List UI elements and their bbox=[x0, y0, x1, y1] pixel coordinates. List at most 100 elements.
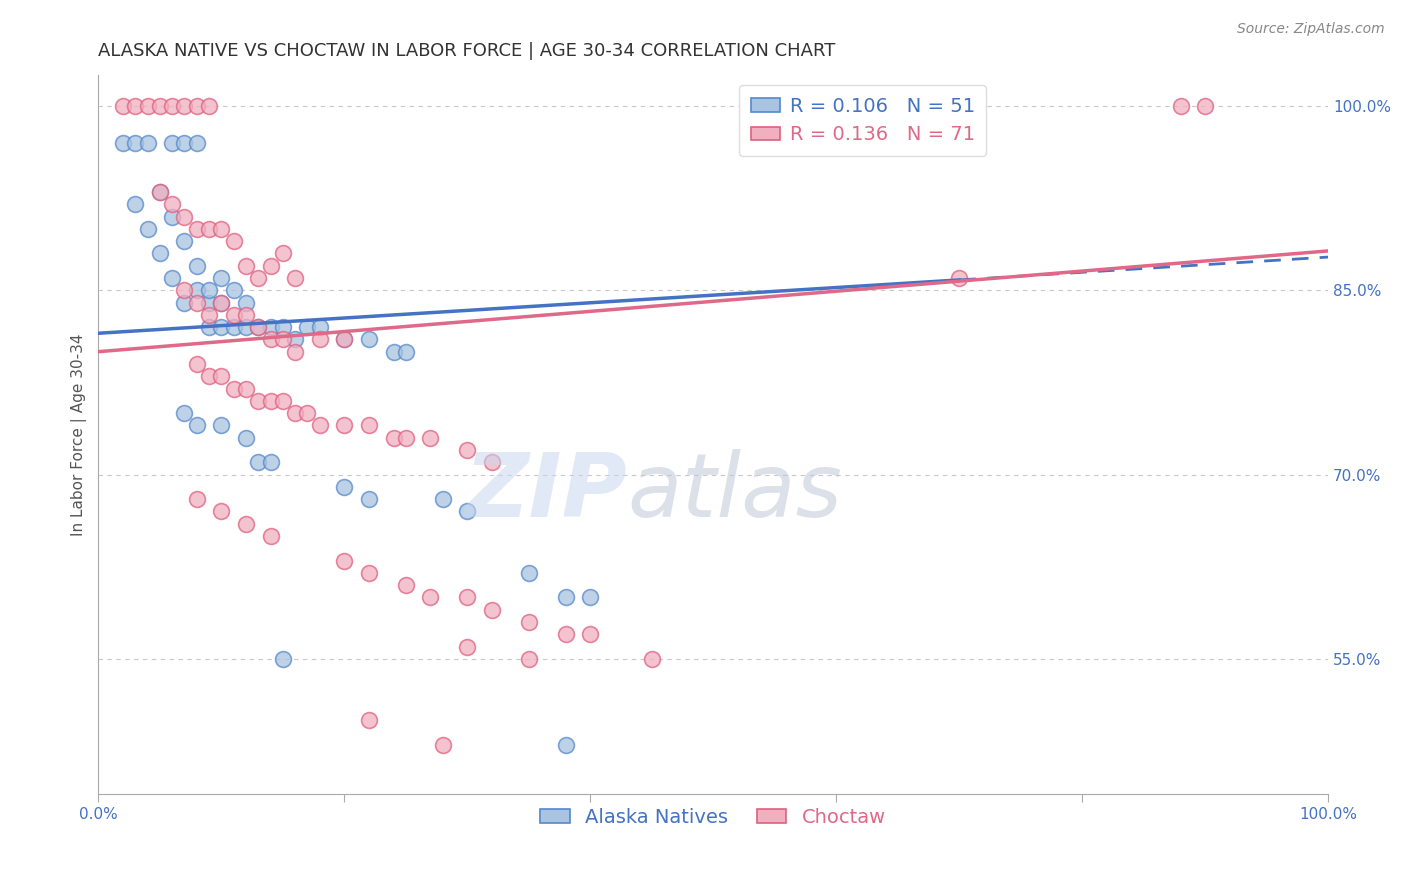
Point bbox=[357, 418, 380, 433]
Point bbox=[235, 320, 257, 334]
Point bbox=[419, 591, 441, 605]
Point bbox=[259, 332, 281, 346]
Point bbox=[395, 578, 418, 592]
Point bbox=[284, 344, 307, 359]
Point bbox=[247, 320, 270, 334]
Point bbox=[308, 332, 330, 346]
Point bbox=[124, 136, 146, 150]
Point bbox=[308, 320, 330, 334]
Point bbox=[209, 418, 232, 433]
Point bbox=[136, 136, 159, 150]
Point bbox=[111, 136, 134, 150]
Point bbox=[357, 714, 380, 728]
Point bbox=[173, 99, 195, 113]
Point bbox=[209, 504, 232, 518]
Point bbox=[186, 259, 208, 273]
Point bbox=[149, 185, 172, 199]
Point bbox=[222, 308, 245, 322]
Point bbox=[186, 99, 208, 113]
Point bbox=[173, 136, 195, 150]
Point bbox=[554, 627, 576, 641]
Point bbox=[160, 136, 183, 150]
Point bbox=[173, 406, 195, 420]
Point bbox=[481, 603, 503, 617]
Point bbox=[333, 553, 356, 567]
Point bbox=[247, 393, 270, 408]
Point bbox=[160, 271, 183, 285]
Point bbox=[395, 344, 418, 359]
Point bbox=[186, 283, 208, 297]
Point bbox=[136, 222, 159, 236]
Point bbox=[284, 406, 307, 420]
Point bbox=[554, 591, 576, 605]
Text: atlas: atlas bbox=[627, 450, 842, 535]
Point bbox=[209, 369, 232, 384]
Point bbox=[124, 99, 146, 113]
Point bbox=[186, 492, 208, 507]
Point bbox=[456, 504, 478, 518]
Point bbox=[357, 332, 380, 346]
Point bbox=[333, 418, 356, 433]
Point bbox=[198, 320, 221, 334]
Point bbox=[198, 369, 221, 384]
Point bbox=[198, 308, 221, 322]
Point bbox=[259, 259, 281, 273]
Legend: Alaska Natives, Choctaw: Alaska Natives, Choctaw bbox=[533, 800, 894, 835]
Point bbox=[579, 591, 602, 605]
Point bbox=[456, 442, 478, 457]
Point bbox=[284, 271, 307, 285]
Point bbox=[1194, 99, 1216, 113]
Point bbox=[456, 591, 478, 605]
Point bbox=[456, 640, 478, 654]
Point bbox=[419, 431, 441, 445]
Point bbox=[517, 566, 540, 580]
Point bbox=[235, 295, 257, 310]
Point bbox=[186, 357, 208, 371]
Point bbox=[517, 652, 540, 666]
Point bbox=[432, 492, 454, 507]
Point bbox=[198, 222, 221, 236]
Point bbox=[209, 320, 232, 334]
Point bbox=[432, 738, 454, 752]
Point bbox=[271, 652, 294, 666]
Point bbox=[382, 344, 405, 359]
Point bbox=[222, 320, 245, 334]
Point bbox=[271, 246, 294, 260]
Point bbox=[481, 455, 503, 469]
Point bbox=[222, 234, 245, 248]
Point bbox=[186, 418, 208, 433]
Point bbox=[308, 418, 330, 433]
Point bbox=[222, 382, 245, 396]
Point bbox=[160, 197, 183, 211]
Point bbox=[198, 295, 221, 310]
Point bbox=[235, 431, 257, 445]
Point bbox=[186, 222, 208, 236]
Point bbox=[209, 295, 232, 310]
Point bbox=[579, 627, 602, 641]
Point bbox=[948, 271, 970, 285]
Y-axis label: In Labor Force | Age 30-34: In Labor Force | Age 30-34 bbox=[72, 334, 87, 536]
Point bbox=[271, 393, 294, 408]
Text: ALASKA NATIVE VS CHOCTAW IN LABOR FORCE | AGE 30-34 CORRELATION CHART: ALASKA NATIVE VS CHOCTAW IN LABOR FORCE … bbox=[98, 42, 835, 60]
Point bbox=[357, 566, 380, 580]
Point bbox=[271, 332, 294, 346]
Point bbox=[641, 652, 664, 666]
Point bbox=[259, 529, 281, 543]
Point bbox=[297, 320, 319, 334]
Point bbox=[198, 99, 221, 113]
Text: ZIP: ZIP bbox=[464, 449, 627, 535]
Point bbox=[297, 406, 319, 420]
Point bbox=[186, 136, 208, 150]
Point bbox=[284, 332, 307, 346]
Point bbox=[395, 431, 418, 445]
Point bbox=[149, 185, 172, 199]
Point bbox=[173, 210, 195, 224]
Point bbox=[235, 516, 257, 531]
Point bbox=[357, 492, 380, 507]
Point bbox=[160, 210, 183, 224]
Point bbox=[222, 283, 245, 297]
Point bbox=[160, 99, 183, 113]
Point bbox=[247, 271, 270, 285]
Point bbox=[259, 320, 281, 334]
Point bbox=[235, 259, 257, 273]
